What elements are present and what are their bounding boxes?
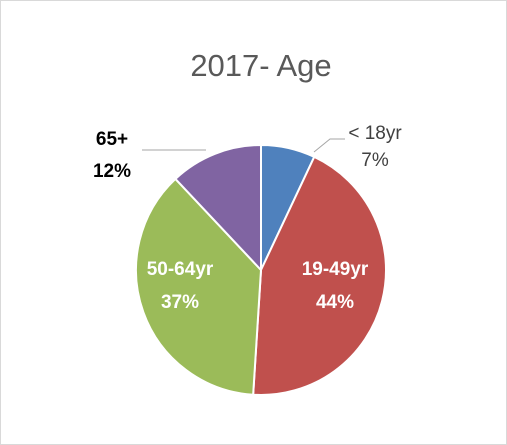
data-label-value: 37% <box>161 292 199 313</box>
pie-slice <box>174 143 262 273</box>
data-label-value: 44% <box>316 292 354 313</box>
data-label-name: 50-64yr <box>147 259 214 280</box>
pie-slice <box>135 177 263 396</box>
data-label-value: 12% <box>93 161 131 182</box>
data-label-name: < 18yr <box>348 123 402 144</box>
chart-title: 2017- Age <box>190 48 331 83</box>
pie <box>135 143 387 396</box>
leader-line <box>313 138 345 153</box>
data-label-value: 7% <box>361 150 389 171</box>
pie-slice <box>252 155 387 396</box>
data-label-name: 65+ <box>96 129 128 150</box>
data-label-name: 19-49yr <box>302 259 369 280</box>
